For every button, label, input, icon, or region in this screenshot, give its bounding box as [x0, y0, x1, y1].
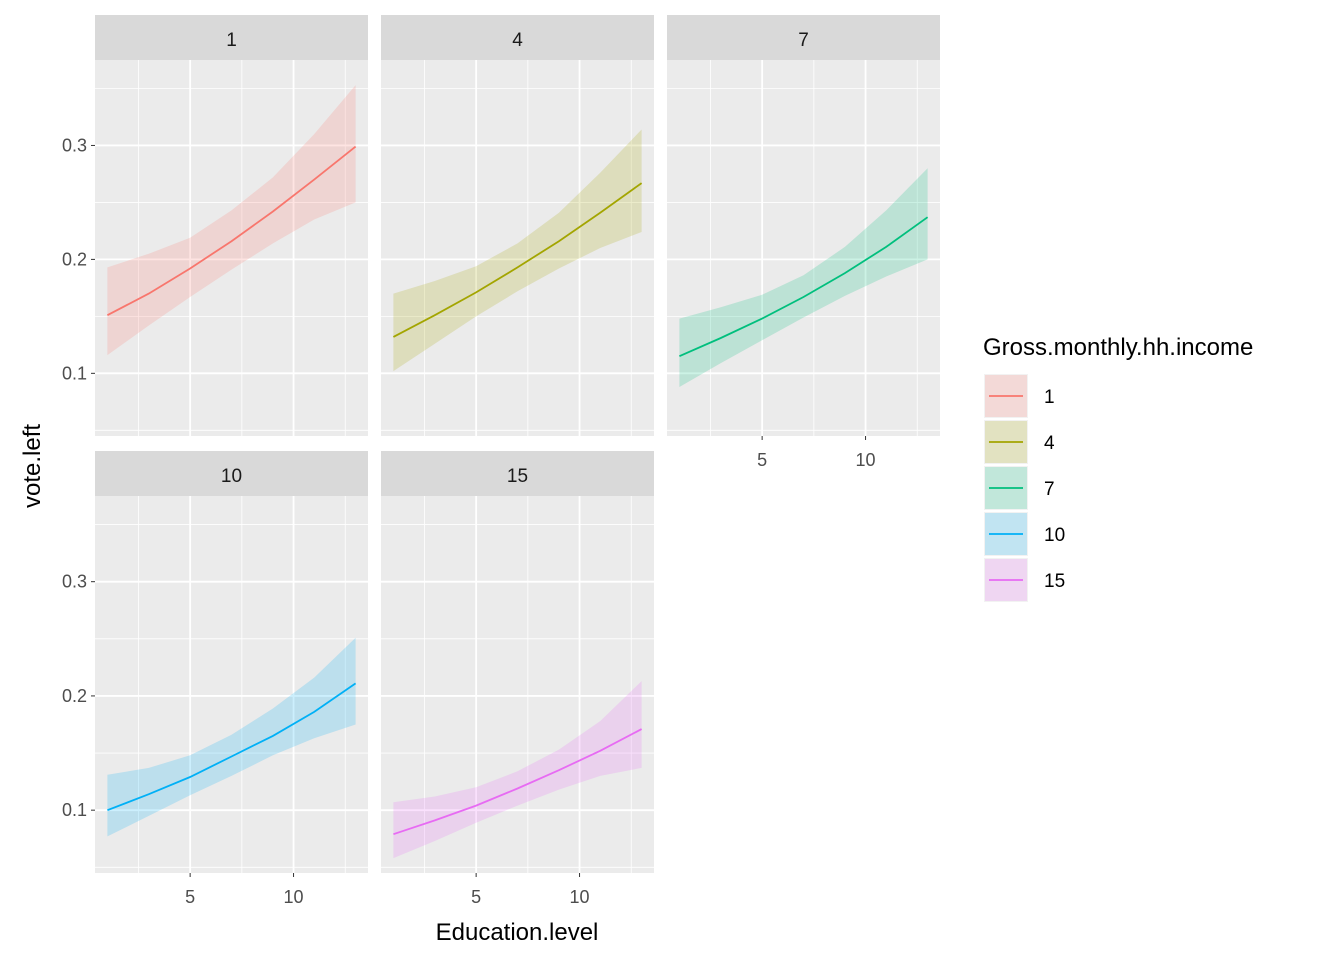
legend-item-10: 10	[984, 512, 1065, 556]
legend-label: 1	[1044, 387, 1055, 408]
legend-title: Gross.monthly.hh.income	[983, 334, 1253, 361]
facet-strip-label: 15	[507, 466, 528, 487]
facet-strip	[667, 15, 940, 60]
facet-strip	[95, 15, 368, 60]
legend-label: 4	[1044, 433, 1055, 454]
facet-strip	[95, 451, 368, 496]
facet-strip	[381, 15, 654, 60]
y-tick-label: 0.1	[62, 800, 87, 820]
series-line-10	[107, 682, 357, 812]
legend-item-7: 7	[984, 466, 1055, 510]
x-tick-label: 5	[757, 450, 767, 470]
facet-panel-1: 1	[95, 15, 368, 436]
x-axis-title: Education.level	[436, 919, 599, 946]
facet-panel-7: 7	[667, 15, 940, 436]
y-tick-label: 0.3	[62, 572, 87, 592]
series-line-4	[392, 182, 643, 338]
y-tick-label: 0.2	[62, 249, 87, 269]
series-line-15	[393, 728, 643, 836]
facet-strip-label: 10	[221, 466, 242, 487]
confidence-ribbon-1	[107, 85, 356, 356]
facet-panel-10: 10	[95, 451, 368, 873]
legend-item-4: 4	[984, 420, 1055, 464]
axes-layer: 0.1 0.2 0.3 0.1 0.2 0.3 5 10 5 10 5 10	[62, 135, 876, 907]
x-tick-label: 10	[570, 887, 590, 907]
facet-panel-4: 4	[381, 15, 654, 436]
legend-label: 10	[1044, 525, 1065, 546]
x-tick-label: 5	[471, 887, 481, 907]
confidence-ribbon-4	[393, 129, 642, 372]
facet-strip	[381, 451, 654, 496]
facet-strip-label: 4	[512, 30, 523, 51]
legend-label: 15	[1044, 571, 1065, 592]
panels-layer: 1 4 7 10 15	[95, 15, 940, 873]
series-line-7	[679, 216, 929, 358]
legend: Gross.monthly.hh.income 1 4 7 10 15	[983, 334, 1253, 602]
x-tick-label: 10	[856, 450, 876, 470]
x-tick-label: 5	[185, 887, 195, 907]
y-axis-title: vote.left	[19, 424, 46, 508]
facet-strip-label: 7	[798, 30, 809, 51]
confidence-ribbon-7	[679, 168, 928, 387]
legend-label: 7	[1044, 479, 1055, 500]
x-tick-label: 10	[284, 887, 304, 907]
series-line-1	[106, 145, 357, 316]
y-tick-label: 0.1	[62, 363, 87, 383]
y-tick-label: 0.3	[62, 135, 87, 155]
facet-panel-15: 15	[381, 451, 654, 873]
legend-item-1: 1	[984, 374, 1055, 418]
confidence-ribbon-10	[107, 637, 356, 837]
legend-item-15: 15	[984, 558, 1065, 602]
y-tick-label: 0.2	[62, 686, 87, 706]
facet-strip-label: 1	[226, 30, 237, 51]
